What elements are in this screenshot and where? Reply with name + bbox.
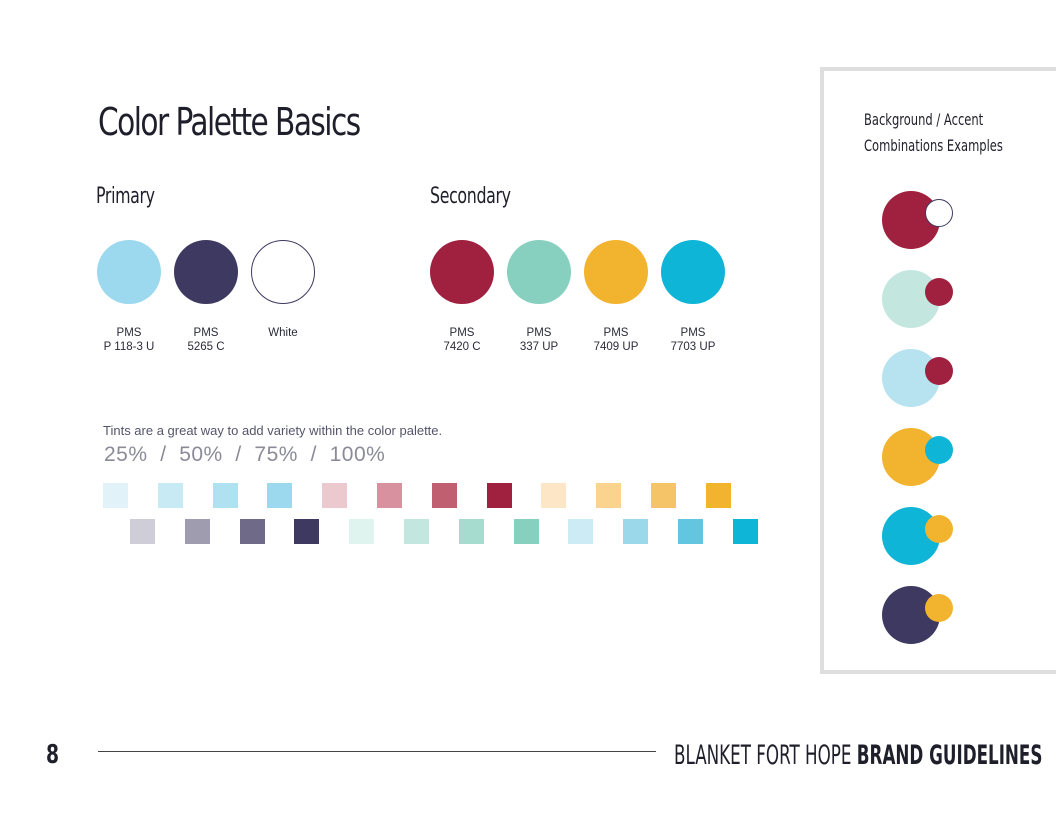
- footer-brand-bold: BRAND GUIDELINES: [856, 740, 1043, 771]
- secondary-label-line1: PMS: [603, 327, 629, 339]
- primary-swatch-label-2: PMS 5265 C: [161, 326, 251, 354]
- combinations-panel: Background / Accent Combinations Example…: [820, 67, 1056, 674]
- secondary-swatch-label-2: PMS 337 UP: [494, 326, 584, 354]
- primary-heading: Primary: [96, 184, 155, 209]
- tint-swatch: [294, 519, 320, 544]
- combo-accent-5: [925, 515, 953, 543]
- tint-swatch: [349, 519, 375, 544]
- tint-swatch: [267, 483, 293, 508]
- secondary-label-line1: PMS: [449, 327, 475, 339]
- primary-swatch-1: [97, 240, 161, 304]
- secondary-label-line1: PMS: [526, 327, 552, 339]
- tint-swatch: [157, 483, 183, 508]
- combinations-title-line2: Combinations Examples: [864, 136, 1003, 155]
- tint-swatch: [377, 483, 402, 508]
- footer-brand-light: BLANKET FORT HOPE: [674, 740, 857, 771]
- primary-swatch-2: [174, 240, 238, 304]
- tint-swatch: [404, 519, 429, 544]
- secondary-swatch-label-4: PMS 7703 UP: [648, 326, 738, 354]
- secondary-swatch-3: [584, 240, 648, 304]
- secondary-swatch-2: [507, 240, 571, 304]
- tint-swatch: [458, 519, 484, 544]
- primary-label-line1: White: [268, 327, 298, 339]
- page-number: 8: [46, 740, 60, 770]
- combo-accent-1: [925, 199, 953, 227]
- secondary-swatch-4: [661, 240, 725, 304]
- page-title: Color Palette Basics: [98, 100, 361, 144]
- footer-brand: BLANKET FORT HOPE BRAND GUIDELINES: [674, 740, 1042, 771]
- tint-swatch: [103, 483, 128, 508]
- secondary-label-line2: 7420 C: [443, 341, 481, 353]
- combinations-title: Background / Accent Combinations Example…: [864, 107, 1003, 159]
- secondary-swatch-1: [430, 240, 494, 304]
- tint-swatch: [678, 519, 703, 544]
- secondary-label-line2: 337 UP: [519, 341, 559, 353]
- secondary-swatch-label-1: PMS 7420 C: [417, 326, 507, 354]
- primary-swatch-label-3: White: [238, 326, 328, 340]
- secondary-label-line2: 7703 UP: [670, 341, 716, 353]
- tint-swatch: [623, 519, 649, 544]
- tint-swatch: [596, 483, 622, 508]
- tint-swatch: [732, 519, 758, 544]
- primary-label-line1: PMS: [193, 327, 219, 339]
- tint-swatch: [651, 483, 676, 508]
- tint-swatch: [431, 483, 457, 508]
- tint-swatch: [486, 483, 512, 508]
- secondary-label-line2: 7409 UP: [593, 341, 639, 353]
- footer-divider: [98, 751, 656, 752]
- tints-note: Tints are a great way to add variety wit…: [103, 423, 443, 438]
- primary-swatch-3: [251, 240, 315, 304]
- primary-swatch-label-1: PMS P 118-3 U: [84, 326, 174, 354]
- secondary-swatch-label-3: PMS 7409 UP: [571, 326, 661, 354]
- tint-swatch: [568, 519, 594, 544]
- primary-label-line1: PMS: [116, 327, 142, 339]
- combo-accent-2: [925, 278, 953, 306]
- tint-swatch: [212, 483, 238, 508]
- primary-label-line2: 5265 C: [187, 341, 225, 353]
- combo-accent-3: [925, 357, 953, 385]
- secondary-heading: Secondary: [430, 184, 511, 209]
- tint-swatch: [239, 519, 265, 544]
- tint-swatch: [184, 519, 210, 544]
- primary-label-line2: P 118-3 U: [103, 341, 155, 353]
- tint-swatch: [541, 483, 567, 508]
- combinations-title-line1: Background / Accent: [864, 110, 984, 129]
- combo-accent-4: [925, 436, 953, 464]
- tints-percentages: 25% / 50% / 75% / 100%: [104, 443, 386, 466]
- tint-swatch: [322, 483, 348, 508]
- tint-swatch: [130, 519, 155, 544]
- secondary-label-line1: PMS: [680, 327, 706, 339]
- tint-swatch: [513, 519, 539, 544]
- combo-accent-6: [925, 594, 953, 622]
- tint-swatch: [705, 483, 731, 508]
